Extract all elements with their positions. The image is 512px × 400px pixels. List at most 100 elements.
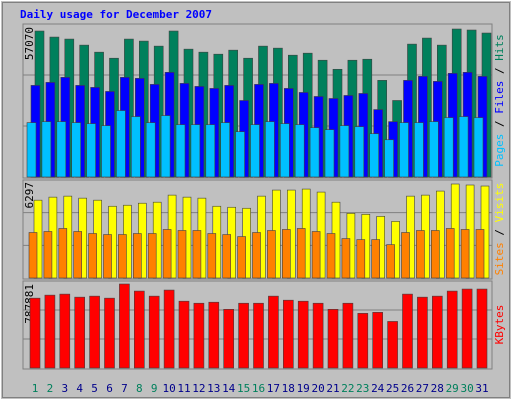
x-tick-label: 9 [151, 382, 158, 395]
bar [445, 228, 455, 279]
bar [192, 230, 202, 279]
bar [446, 290, 458, 369]
plot-frame [22, 280, 493, 370]
bar [178, 300, 190, 369]
x-tick-label: 16 [252, 382, 265, 395]
legend: Pages / Files / Hits [493, 34, 506, 167]
bar [414, 122, 424, 178]
bar [294, 124, 305, 178]
bar [324, 129, 335, 178]
x-tick-label: 11 [177, 382, 190, 395]
bar [43, 231, 53, 279]
y-tick-label: 6297 [23, 182, 36, 209]
bar [268, 295, 279, 369]
x-tick-label: 4 [76, 382, 83, 395]
bar [131, 116, 141, 178]
bar [431, 295, 443, 369]
bar [282, 299, 294, 369]
legend-entry: KBytes [493, 305, 506, 345]
legend-entry: Visits [493, 183, 506, 223]
legend-entry: Pages [493, 134, 506, 167]
bar [265, 121, 275, 178]
x-tick-label: 1 [32, 382, 39, 395]
bar [101, 125, 111, 178]
legend-separator: / [493, 61, 506, 81]
bar [281, 229, 291, 279]
bar [223, 308, 234, 369]
bar [430, 230, 440, 279]
bar [58, 228, 68, 279]
x-tick-label: 13 [207, 382, 220, 395]
bar [220, 122, 230, 178]
x-tick-label: 23 [356, 382, 369, 395]
legend: KBytes [493, 305, 506, 345]
bar [71, 122, 81, 178]
legend-entry: Hits [493, 34, 506, 61]
bar [205, 124, 216, 178]
bar [73, 231, 82, 279]
bar [237, 236, 246, 279]
bar [103, 234, 112, 279]
bar [327, 308, 339, 369]
bar [417, 296, 428, 369]
bar [207, 233, 217, 279]
bar [29, 297, 41, 369]
x-tick-label: 10 [162, 382, 175, 395]
bar [134, 290, 145, 369]
bar [74, 296, 85, 369]
bar [41, 121, 52, 178]
bar [235, 131, 245, 178]
x-tick-label: 28 [431, 382, 444, 395]
legend-separator: / [493, 222, 506, 242]
bar [26, 122, 37, 178]
bar [147, 233, 157, 279]
legend: Sites / Visits [493, 183, 506, 276]
bar [89, 295, 100, 369]
bar [460, 229, 470, 279]
bar [387, 321, 398, 369]
bar [119, 283, 130, 369]
bar [342, 302, 354, 369]
bar [339, 125, 350, 178]
x-tick-label: 5 [91, 382, 98, 395]
x-tick-label: 19 [297, 382, 310, 395]
legend-separator: / [493, 114, 506, 134]
bar [473, 117, 484, 178]
bar [309, 127, 320, 178]
bar [267, 230, 276, 279]
x-tick-label: 12 [192, 382, 205, 395]
bar [133, 233, 142, 279]
bar [297, 300, 309, 369]
bar [326, 233, 336, 279]
x-tick-label: 25 [386, 382, 399, 395]
bar [416, 230, 425, 279]
bar [461, 288, 473, 369]
x-tick-label: 2 [47, 382, 54, 395]
bar [59, 293, 71, 369]
plot-frame [22, 23, 493, 179]
bar [28, 232, 38, 279]
bar [145, 122, 156, 178]
x-tick-label: 7 [121, 382, 128, 395]
chart-title: Daily usage for December 2007 [20, 8, 212, 21]
bar [56, 121, 67, 178]
bar [253, 302, 264, 369]
bar [208, 301, 220, 369]
bar [86, 123, 96, 178]
bar [177, 230, 187, 279]
x-tick-label: 21 [326, 382, 339, 395]
x-tick-label: 18 [282, 382, 295, 395]
x-tick-label: 14 [222, 382, 236, 395]
bar [116, 110, 126, 178]
bar [163, 289, 175, 369]
x-tick-label: 6 [106, 382, 113, 395]
legend-entry: Sites [493, 242, 506, 275]
bar [252, 232, 261, 279]
bar [311, 231, 321, 279]
x-tick-label: 26 [401, 382, 414, 395]
bar [118, 234, 127, 279]
bar [475, 229, 485, 279]
bar [476, 288, 488, 369]
